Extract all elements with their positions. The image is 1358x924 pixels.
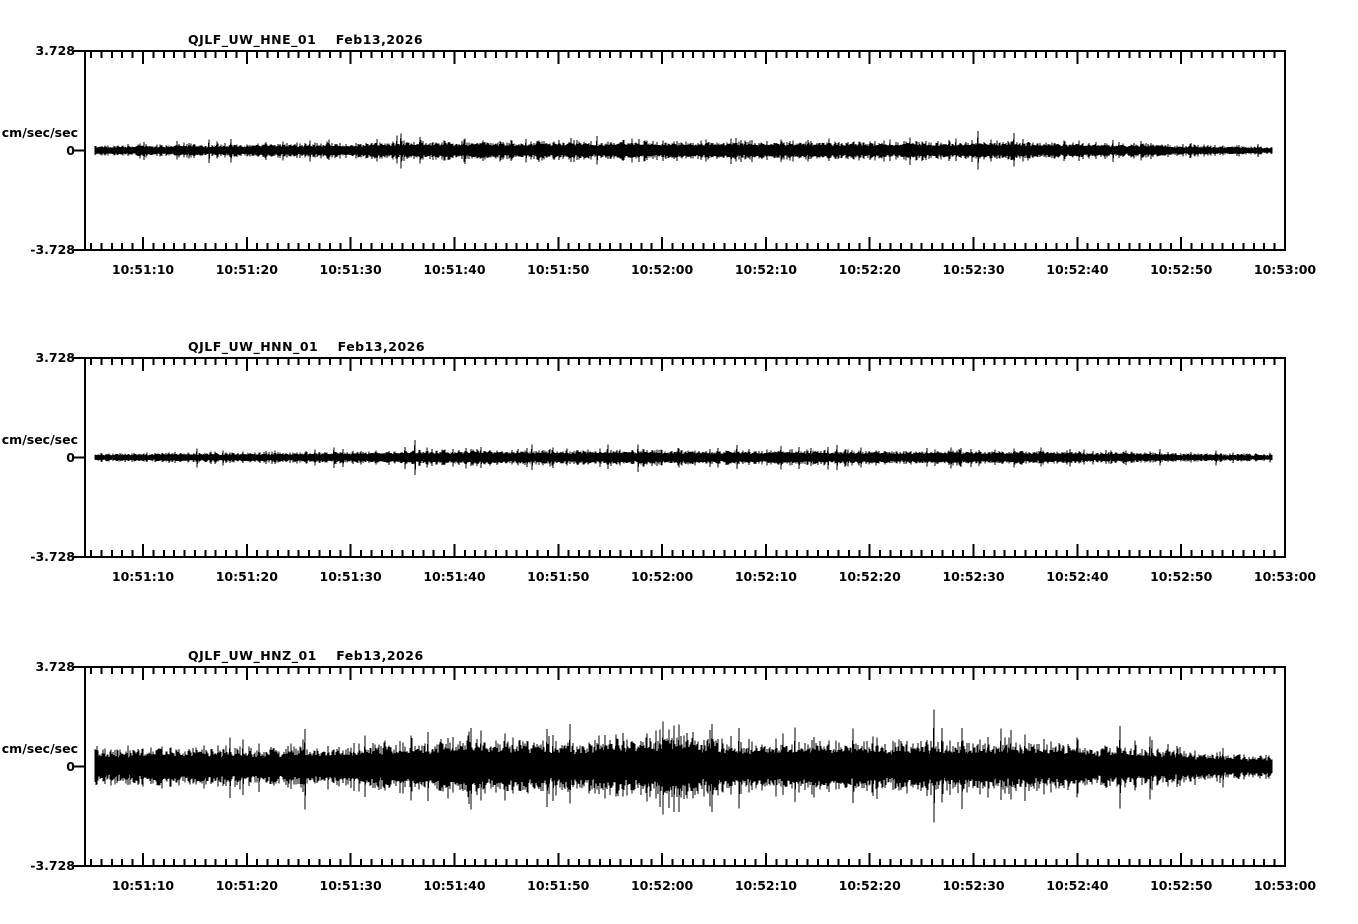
panel-hne-xtick-label-11: 10:53:00 (1253, 262, 1317, 277)
panel-hne-xtick-label-7: 10:52:20 (838, 262, 901, 277)
panel-hnz-xtick-label-10: 10:52:50 (1150, 878, 1213, 893)
panel-hne-axes-frame (84, 50, 1286, 251)
panel-hne-xtick-label-10: 10:52:50 (1150, 262, 1213, 277)
panel-hne-ytick-min: -3.728 (30, 242, 75, 257)
panel-hnz-xtick-label-4: 10:51:50 (527, 878, 590, 893)
panel-hnn-ytick-max: 3.728 (35, 350, 75, 365)
panel-hne-xtick-label-0: 10:51:10 (111, 262, 175, 277)
panel-hne-xtick-label-8: 10:52:30 (942, 262, 1005, 277)
panel-hne-title: QJLF_UW_HNE_01 Feb13,2026 (188, 32, 424, 47)
panel-hne-xtick-label-9: 10:52:40 (1046, 262, 1109, 277)
panel-hnz-waveform-trace (94, 709, 1273, 823)
panel-hnn-ytick-min: -3.728 (30, 549, 75, 564)
panel-hnz-xtick-label-8: 10:52:30 (942, 878, 1005, 893)
panel-hnn-xtick-label-1: 10:51:20 (215, 569, 278, 584)
panel-hnn-waveform-trace (94, 439, 1273, 475)
panel-hne-ytick-max: 3.728 (35, 43, 75, 58)
panel-hnz-xtick-label-3: 10:51:40 (423, 878, 486, 893)
panel-hnn-xtick-label-5: 10:52:00 (630, 569, 694, 584)
panel-hnz-xtick-label-11: 10:53:00 (1253, 878, 1317, 893)
panel-hne-xtick-label-5: 10:52:00 (630, 262, 694, 277)
panel-hnn-xtick-label-9: 10:52:40 (1046, 569, 1109, 584)
panel-hnz-xtick-label-7: 10:52:20 (838, 878, 901, 893)
panel-hne-xtick-label-4: 10:51:50 (527, 262, 590, 277)
panel-hnn-xtick-label-8: 10:52:30 (942, 569, 1005, 584)
panel-hnn-xtick-label-0: 10:51:10 (111, 569, 175, 584)
panel-hnz-xtick-label-0: 10:51:10 (111, 878, 175, 893)
panel-hne-xtick-label-1: 10:51:20 (215, 262, 278, 277)
panel-hnz-ytick-max: 3.728 (35, 659, 75, 674)
panel-hne-xtick-label-6: 10:52:10 (734, 262, 797, 277)
panel-hnz-xtick-label-5: 10:52:00 (630, 878, 694, 893)
panel-hne-xtick-label-2: 10:51:30 (319, 262, 382, 277)
panel-hnz-xtick-label-9: 10:52:40 (1046, 878, 1109, 893)
panel-hnz-axes-frame (84, 666, 1286, 867)
panel-hne-yaxis-unit-label: cm/sec/sec (1, 124, 78, 140)
panel-hnz-yaxis-unit-label: cm/sec/sec (1, 740, 78, 756)
panel-hnn-xtick-label-7: 10:52:20 (838, 569, 901, 584)
panel-hnn-xtick-label-6: 10:52:10 (734, 569, 797, 584)
panel-hnz-title: QJLF_UW_HNZ_01 Feb13,2026 (188, 648, 424, 663)
panel-hne-xtick-label-3: 10:51:40 (423, 262, 486, 277)
panel-hnz-xtick-label-6: 10:52:10 (734, 878, 797, 893)
panel-hnz-ytick-zero: 0 (66, 758, 75, 774)
panel-hne-waveform-trace (94, 131, 1273, 170)
panel-hnn-xtick-label-11: 10:53:00 (1253, 569, 1317, 584)
panel-hnz-xtick-label-1: 10:51:20 (215, 878, 278, 893)
panel-hnn-xtick-label-2: 10:51:30 (319, 569, 382, 584)
panel-hnz-xtick-label-2: 10:51:30 (319, 878, 382, 893)
panel-hnn-axes-frame (84, 357, 1286, 558)
panel-hnz-ytick-min: -3.728 (30, 858, 75, 873)
panel-hnn-title: QJLF_UW_HNN_01 Feb13,2026 (188, 339, 426, 354)
panel-hnn-xtick-label-4: 10:51:50 (527, 569, 590, 584)
panel-hnn-yaxis-unit-label: cm/sec/sec (1, 431, 78, 447)
panel-hnn-xtick-label-10: 10:52:50 (1150, 569, 1213, 584)
panel-hne-ytick-zero: 0 (66, 142, 75, 158)
panel-hnn-ytick-zero: 0 (66, 449, 75, 465)
panel-hnn-xtick-label-3: 10:51:40 (423, 569, 486, 584)
